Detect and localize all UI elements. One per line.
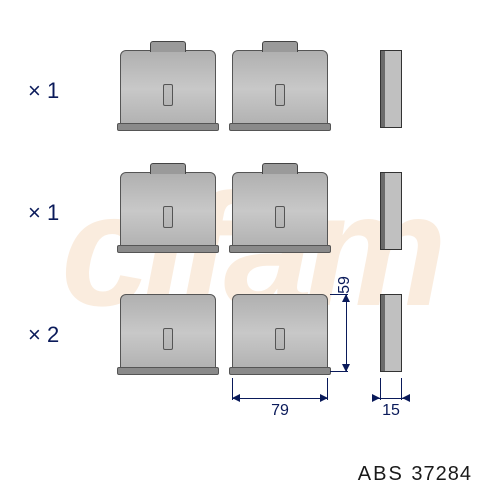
arrow-left-icon	[232, 394, 240, 402]
diagram-canvas: cifam × 1 × 1 × 2 79 59 15 ABS 37284	[0, 0, 500, 500]
footer-brand: ABS	[358, 463, 404, 485]
dim-thick-label: 15	[376, 402, 406, 420]
brake-pad-front-r3b	[232, 294, 328, 372]
arrow-right-icon	[320, 394, 328, 402]
brake-pad-front-r3a	[120, 294, 216, 372]
qty-label-row3: × 2	[28, 322, 59, 348]
arrow-right-icon	[372, 394, 380, 402]
brake-pad-profile-r2	[380, 172, 402, 250]
qty-label-row2: × 1	[28, 200, 59, 226]
brake-pad-front-r1a	[120, 50, 216, 128]
dim-ext	[380, 378, 381, 400]
dim-width-line	[232, 398, 328, 399]
arrow-down-icon	[342, 364, 350, 372]
brake-pad-front-r2b	[232, 172, 328, 250]
brake-pad-front-r1b	[232, 50, 328, 128]
brake-pad-profile-r3	[380, 294, 402, 372]
arrow-left-icon	[402, 394, 410, 402]
footer-part-id: ABS 37284	[358, 463, 472, 486]
dim-height-label: 59	[336, 260, 354, 310]
brake-pad-front-r2a	[120, 172, 216, 250]
footer-part-number: 37284	[411, 463, 472, 485]
dim-width-label: 79	[232, 402, 328, 420]
qty-label-row1: × 1	[28, 78, 59, 104]
brake-pad-profile-r1	[380, 50, 402, 128]
